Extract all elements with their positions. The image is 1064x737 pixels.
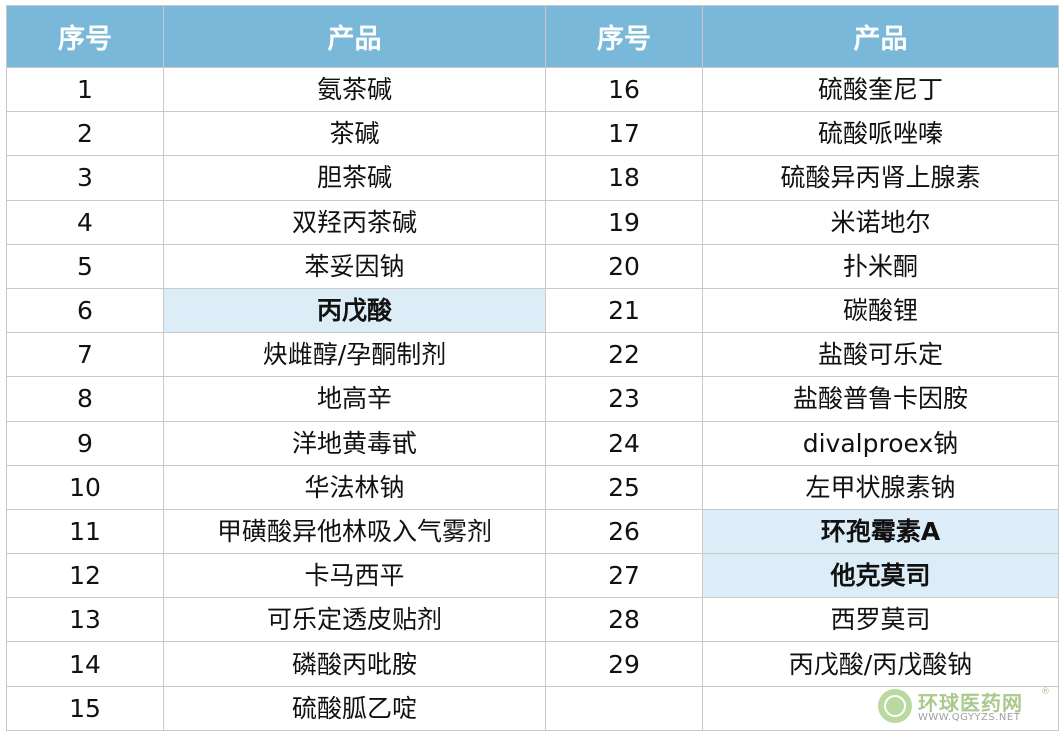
product-cell: 硫酸哌唑嗪: [702, 111, 1059, 157]
watermark-url: WWW.QGYYZS.NET: [918, 712, 1021, 723]
index-cell: 24: [545, 420, 703, 466]
product-cell: 洋地黄毒甙: [163, 420, 546, 466]
product-cell: 地高辛: [163, 376, 546, 422]
index-cell: 5: [6, 243, 164, 289]
header-product-left: 产品: [163, 5, 546, 68]
index-cell: 12: [6, 553, 164, 599]
product-cell: 扑米酮: [702, 243, 1059, 289]
index-cell: 10: [6, 464, 164, 510]
table-row: 1 氨茶碱 16 硫酸奎尼丁: [6, 66, 1059, 113]
product-cell: 西罗莫司: [702, 597, 1059, 643]
index-cell: 6: [6, 287, 164, 334]
product-cell: 氨茶碱: [163, 66, 546, 113]
product-cell: 丙戊酸/丙戊酸钠: [702, 641, 1059, 687]
index-cell: 17: [545, 111, 703, 157]
product-cell: 米诺地尔: [702, 199, 1059, 245]
watermark-logo: 环球医药网 WWW.QGYYZS.NET ®: [878, 687, 1050, 725]
table-row: 10 华法林钠 25 左甲状腺素钠: [6, 464, 1059, 510]
index-cell: 14: [6, 641, 164, 687]
product-cell-highlighted: 环孢霉素A: [702, 508, 1059, 555]
product-cell: 硫酸奎尼丁: [702, 66, 1059, 113]
index-cell: 15: [6, 685, 164, 731]
index-cell: 8: [6, 376, 164, 422]
product-cell: 盐酸可乐定: [702, 332, 1059, 378]
table-row: 13 可乐定透皮贴剂 28 西罗莫司: [6, 597, 1059, 643]
product-cell: divalproex钠: [702, 420, 1059, 466]
table-row: 3 胆茶碱 18 硫酸异丙肾上腺素: [6, 155, 1059, 201]
header-index-left: 序号: [6, 5, 164, 68]
product-cell: 茶碱: [163, 111, 546, 157]
product-cell: 双羟丙茶碱: [163, 199, 546, 245]
table-row: 14 磷酸丙吡胺 29 丙戊酸/丙戊酸钠: [6, 641, 1059, 687]
index-cell: 4: [6, 199, 164, 245]
index-cell: 21: [545, 287, 703, 334]
product-cell: 左甲状腺素钠: [702, 464, 1059, 510]
product-table: 序号 产品 序号 产品 1 氨茶碱 16 硫酸奎尼丁 2 茶碱 17 硫酸哌唑嗪…: [6, 5, 1059, 731]
product-cell: 甲磺酸异他林吸入气雾剂: [163, 508, 546, 555]
index-cell: 22: [545, 332, 703, 378]
table-row: 6 丙戊酸 21 碳酸锂: [6, 287, 1059, 334]
product-cell: 可乐定透皮贴剂: [163, 597, 546, 643]
header-product-right: 产品: [702, 5, 1059, 68]
table-row: 11 甲磺酸异他林吸入气雾剂 26 环孢霉素A: [6, 508, 1059, 555]
table-header-row: 序号 产品 序号 产品: [6, 5, 1059, 68]
product-cell: 胆茶碱: [163, 155, 546, 201]
product-cell: 卡马西平: [163, 553, 546, 599]
index-cell: 1: [6, 66, 164, 113]
index-cell: 16: [545, 66, 703, 113]
index-cell: 28: [545, 597, 703, 643]
index-cell: [545, 685, 703, 731]
product-cell: 盐酸普鲁卡因胺: [702, 376, 1059, 422]
product-cell: 硫酸异丙肾上腺素: [702, 155, 1059, 201]
product-cell: 华法林钠: [163, 464, 546, 510]
index-cell: 18: [545, 155, 703, 201]
table-row: 4 双羟丙茶碱 19 米诺地尔: [6, 199, 1059, 245]
product-cell: 苯妥因钠: [163, 243, 546, 289]
table-row: 5 苯妥因钠 20 扑米酮: [6, 243, 1059, 289]
product-cell: 硫酸胍乙啶: [163, 685, 546, 731]
table-row: 12 卡马西平 27 他克莫司: [6, 553, 1059, 599]
index-cell: 7: [6, 332, 164, 378]
index-cell: 29: [545, 641, 703, 687]
index-cell: 11: [6, 508, 164, 555]
watermark-name: 环球医药网: [918, 691, 1023, 715]
index-cell: 9: [6, 420, 164, 466]
product-cell-highlighted: 他克莫司: [702, 553, 1059, 599]
index-cell: 20: [545, 243, 703, 289]
index-cell: 25: [545, 464, 703, 510]
table-row: 9 洋地黄毒甙 24 divalproex钠: [6, 420, 1059, 466]
index-cell: 19: [545, 199, 703, 245]
index-cell: 2: [6, 111, 164, 157]
index-cell: 3: [6, 155, 164, 201]
product-cell-highlighted: 丙戊酸: [163, 287, 546, 334]
index-cell: 13: [6, 597, 164, 643]
product-cell: 炔雌醇/孕酮制剂: [163, 332, 546, 378]
index-cell: 23: [545, 376, 703, 422]
index-cell: 26: [545, 508, 703, 555]
globe-icon: [878, 689, 912, 723]
registered-mark: ®: [1041, 687, 1050, 697]
product-cell: 碳酸锂: [702, 287, 1059, 334]
table-row: 7 炔雌醇/孕酮制剂 22 盐酸可乐定: [6, 332, 1059, 378]
table-row: 8 地高辛 23 盐酸普鲁卡因胺: [6, 376, 1059, 422]
product-cell: 磷酸丙吡胺: [163, 641, 546, 687]
table-row: 2 茶碱 17 硫酸哌唑嗪: [6, 111, 1059, 157]
index-cell: 27: [545, 553, 703, 599]
header-index-right: 序号: [545, 5, 703, 68]
